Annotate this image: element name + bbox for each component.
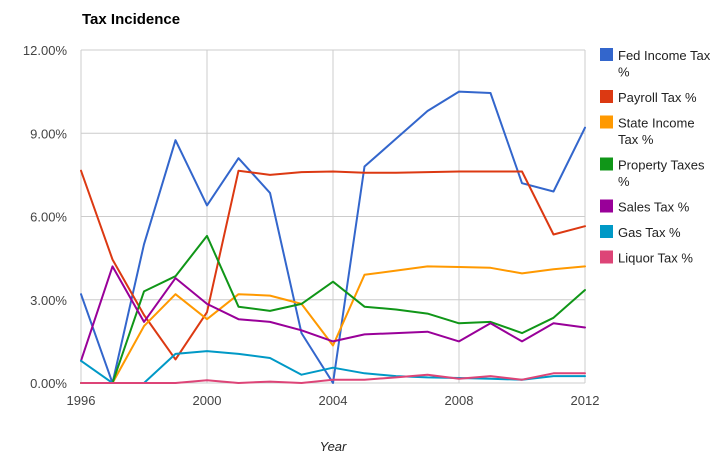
legend-label-fed-income-tax-pct: Fed Income Tax <box>618 48 711 63</box>
legend-swatch-liquor-tax-pct <box>600 250 613 264</box>
series-line-state-income-tax-pct <box>80 265 586 384</box>
legend: Fed Income Tax% Payroll Tax % State Income… <box>600 48 711 266</box>
legend-swatch-fed-income-tax-pct <box>600 48 613 61</box>
series-line-sales-tax-pct <box>80 265 586 362</box>
x-tick-label: 2012 <box>571 393 600 408</box>
legend-label-sales-tax-pct: Sales Tax % <box>618 200 690 215</box>
legend-label-property-taxes-pct: % <box>618 174 630 189</box>
legend-swatch-payroll-tax-pct <box>600 90 613 103</box>
y-tick-label: 6.00% <box>30 210 67 225</box>
series-line-property-taxes-pct <box>80 234 586 384</box>
y-tick-label: 12.00% <box>23 43 68 58</box>
series-line-fed-income-tax-pct <box>80 90 586 384</box>
legend-label-payroll-tax-pct: Payroll Tax % <box>618 90 697 105</box>
legend-swatch-state-income-tax-pct <box>600 115 613 129</box>
chart-title: Tax Incidence <box>82 11 180 28</box>
legend-swatch-gas-tax-pct <box>600 225 613 238</box>
legend-swatch-property-taxes-pct <box>600 157 613 171</box>
x-tick-label: 2000 <box>193 393 222 408</box>
x-tick-label: 2004 <box>319 393 348 408</box>
x-axis-title: Year <box>320 439 347 454</box>
legend-label-fed-income-tax-pct: % <box>618 65 630 80</box>
series-lines <box>80 90 586 384</box>
legend-label-state-income-tax-pct: State Income <box>618 116 695 131</box>
y-tick-label: 0.00% <box>30 376 67 391</box>
x-tick-label: 2008 <box>445 393 474 408</box>
axis-labels: 0.00% 3.00% 6.00% 9.00% 12.00% 1996 2000 2004 20… <box>23 43 600 408</box>
x-tick-label: 1996 <box>67 393 96 408</box>
legend-label-liquor-tax-pct: Liquor Tax % <box>618 251 693 266</box>
y-tick-label: 9.00% <box>30 126 67 141</box>
y-tick-label: 3.00% <box>30 293 67 308</box>
series-line-payroll-tax-pct <box>80 169 586 361</box>
legend-swatch-sales-tax-pct <box>600 199 613 213</box>
series-line-gas-tax-pct <box>80 350 586 384</box>
legend-label-state-income-tax-pct: Tax % <box>618 132 654 147</box>
legend-label-property-taxes-pct: Property Taxes <box>618 158 705 173</box>
series-line-liquor-tax-pct <box>80 372 586 384</box>
legend-label-gas-tax-pct: Gas Tax % <box>618 225 681 240</box>
